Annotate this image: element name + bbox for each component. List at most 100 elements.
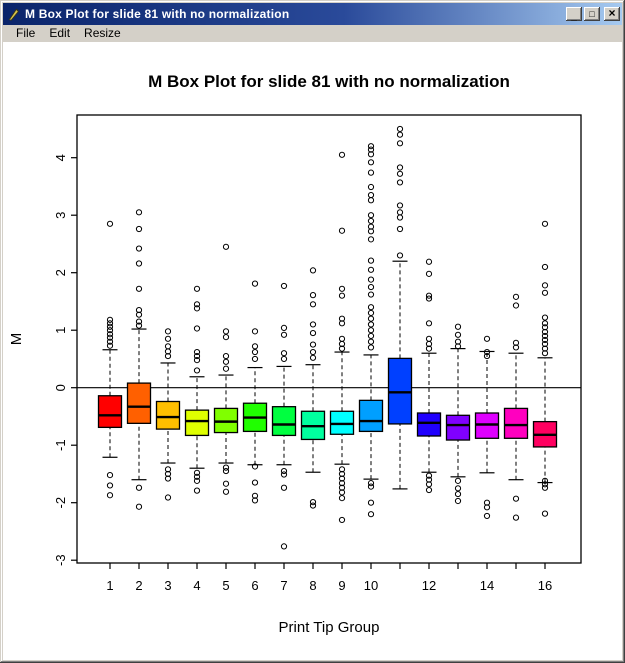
boxplot-group-14 (474, 335, 500, 520)
outlier-point (338, 320, 346, 327)
outlier-point (338, 285, 346, 292)
x-tick-label: 6 (251, 578, 258, 593)
outlier-point (425, 320, 433, 327)
outlier-point (106, 323, 114, 330)
outlier-point (106, 472, 114, 479)
outlier-point (425, 270, 433, 277)
outlier-point (367, 332, 375, 340)
outlier-point (541, 484, 549, 491)
outlier-point (483, 335, 491, 342)
iqr-box (97, 395, 123, 429)
outlier-point (425, 486, 433, 494)
outlier-point (106, 482, 114, 489)
boxplot-group-13 (445, 323, 471, 505)
outlier-point (280, 543, 288, 550)
outlier-point (541, 220, 549, 227)
outlier-point (106, 338, 114, 345)
outlier-point (367, 169, 375, 176)
outlier-point (396, 209, 404, 216)
outlier-point (454, 490, 462, 498)
menu-edit[interactable]: Edit (49, 26, 71, 40)
outlier-point (454, 477, 462, 484)
outlier-point (512, 495, 520, 502)
outlier-point (454, 338, 462, 345)
outlier-point (309, 354, 317, 361)
outlier-point (222, 467, 230, 475)
outlier-point (367, 499, 375, 506)
iqr-box (416, 412, 442, 437)
quill-icon[interactable] (6, 7, 21, 22)
outlier-point (193, 325, 201, 332)
minimize-button[interactable]: _ (566, 7, 582, 22)
outlier-point (338, 345, 346, 352)
outlier-point (222, 243, 230, 250)
outlier-point (309, 499, 317, 506)
x-tick-label: 4 (193, 578, 200, 593)
outlier-point (309, 292, 317, 299)
outlier-point (367, 266, 375, 273)
outlier-point (251, 328, 259, 335)
outlier-point (251, 355, 259, 363)
outlier-point (135, 503, 143, 510)
outlier-point (396, 164, 404, 171)
outlier-point (251, 497, 259, 504)
close-button[interactable]: × (604, 7, 620, 21)
outlier-point (367, 309, 375, 317)
iqr-box (184, 409, 210, 437)
outlier-point (512, 293, 520, 300)
outlier-point (367, 257, 375, 264)
outlier-point (483, 512, 491, 520)
outlier-point (512, 514, 520, 521)
outlier-point (425, 481, 433, 488)
y-tick-label: -3 (53, 554, 68, 566)
outlier-point (338, 480, 346, 487)
boxplot-group-9 (329, 151, 355, 524)
outlier-point (193, 477, 201, 484)
maximize-button[interactable]: □ (584, 7, 600, 21)
outlier-point (425, 476, 433, 483)
outlier-point (135, 318, 143, 325)
menu-file[interactable]: File (16, 26, 36, 40)
outlier-point (280, 350, 288, 357)
outlier-point (135, 322, 143, 329)
outlier-point (425, 345, 433, 352)
outlier-point (425, 295, 433, 302)
outlier-point (193, 487, 201, 494)
outlier-point (222, 464, 230, 471)
iqr-box (358, 399, 384, 433)
outlier-point (222, 328, 230, 335)
outlier-point (280, 355, 288, 363)
outlier-point (541, 350, 549, 357)
iqr-box (126, 382, 152, 425)
outlier-point (367, 223, 375, 230)
outlier-point (193, 301, 201, 308)
menu-resize[interactable]: Resize (84, 26, 121, 40)
outlier-point (367, 197, 375, 204)
outlier-point (367, 228, 375, 235)
outlier-point (396, 140, 404, 147)
outlier-point (338, 227, 346, 234)
x-tick-label: 1 (106, 578, 113, 593)
outlier-point (454, 485, 462, 492)
outlier-point (367, 321, 375, 328)
outlier-point (135, 311, 143, 318)
y-tick-label: 2 (53, 269, 68, 276)
outlier-point (541, 477, 549, 484)
outlier-point (193, 367, 201, 374)
outlier-point (396, 225, 404, 233)
outlier-point (367, 143, 375, 150)
outlier-point (367, 511, 375, 518)
outlier-point (338, 516, 346, 524)
boxplot-group-6 (242, 280, 268, 504)
outlier-point (483, 348, 491, 356)
outlier-point (106, 327, 114, 334)
boxplot-group-15 (503, 293, 529, 521)
outlier-point (164, 343, 172, 350)
outlier-point (338, 315, 346, 322)
outlier-point (251, 463, 259, 470)
outlier-point (135, 225, 143, 233)
outlier-point (338, 495, 346, 502)
outlier-point (309, 321, 317, 328)
outlier-point (193, 357, 201, 364)
menu-bar: File Edit Resize (3, 25, 622, 42)
